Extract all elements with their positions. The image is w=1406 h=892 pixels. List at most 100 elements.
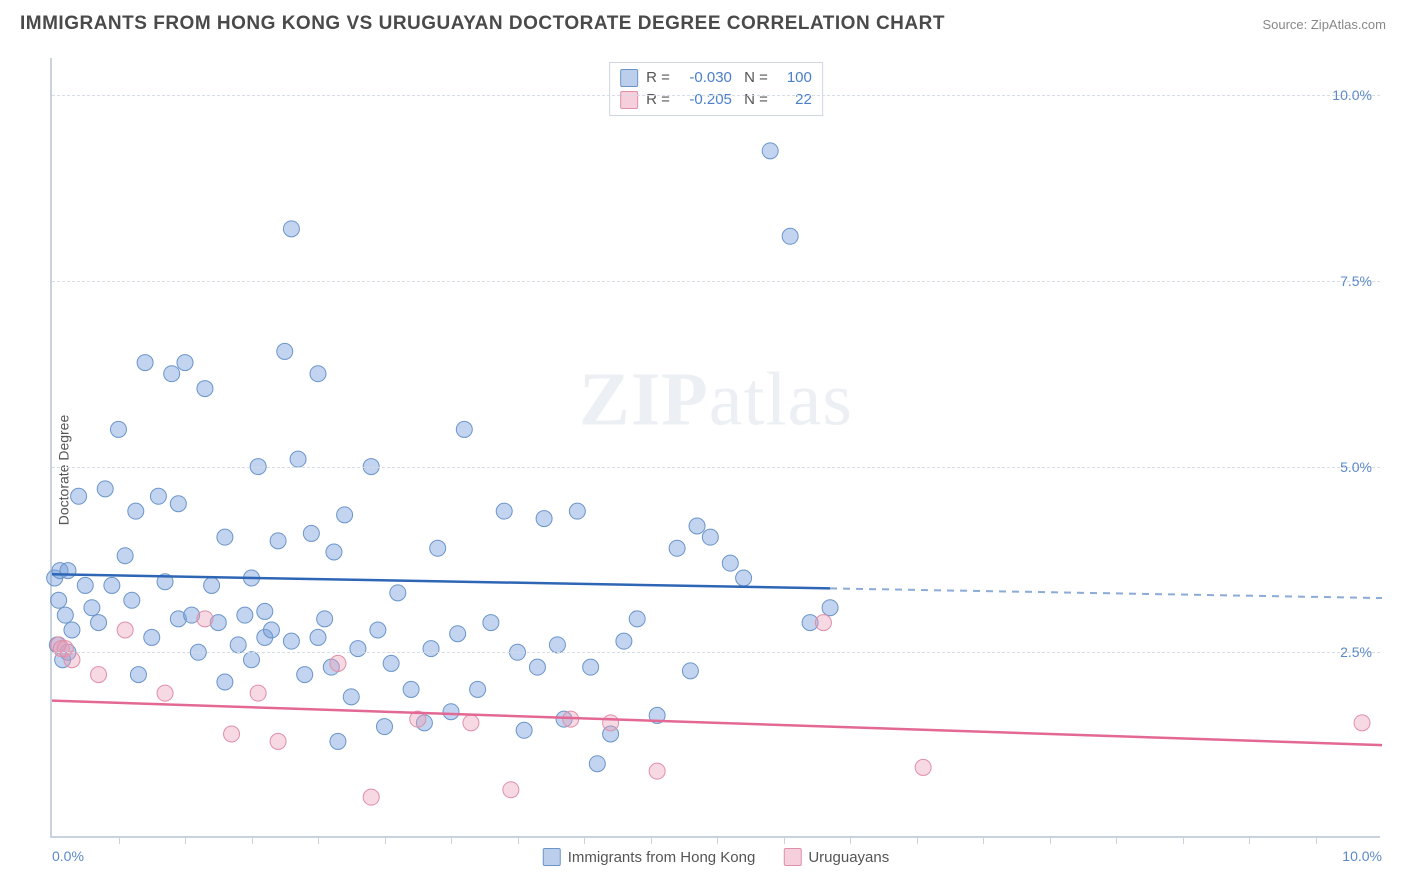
plot-svg <box>52 58 1380 836</box>
swatch-uy <box>620 91 638 109</box>
x-tick <box>119 836 120 844</box>
data-point-hk <box>443 704 459 720</box>
data-point-hk <box>569 503 585 519</box>
data-point-hk <box>71 488 87 504</box>
data-point-hk <box>583 659 599 675</box>
data-point-hk <box>230 637 246 653</box>
chart-title: IMMIGRANTS FROM HONG KONG VS URUGUAYAN D… <box>20 13 945 35</box>
data-point-hk <box>470 681 486 697</box>
data-point-hk <box>77 577 93 593</box>
source-attribution: Source: ZipAtlas.com <box>1262 17 1386 32</box>
data-point-hk <box>377 719 393 735</box>
x-tick <box>252 836 253 844</box>
x-tick <box>318 836 319 844</box>
data-point-hk <box>310 629 326 645</box>
data-point-hk <box>722 555 738 571</box>
data-point-uy <box>603 715 619 731</box>
data-point-uy <box>117 622 133 638</box>
swatch-hk <box>543 848 561 866</box>
data-point-hk <box>689 518 705 534</box>
x-tick <box>185 836 186 844</box>
data-point-uy <box>915 759 931 775</box>
correlation-row-uy: R = -0.205 N = 22 <box>620 89 812 111</box>
swatch-uy <box>783 848 801 866</box>
x-tick-label: 10.0% <box>1342 848 1382 864</box>
data-point-hk <box>337 507 353 523</box>
data-point-hk <box>144 629 160 645</box>
data-point-hk <box>536 511 552 527</box>
data-point-hk <box>682 663 698 679</box>
data-point-hk <box>97 481 113 497</box>
data-point-hk <box>244 652 260 668</box>
data-point-hk <box>326 544 342 560</box>
y-tick-label: 5.0% <box>1340 459 1372 475</box>
data-point-hk <box>616 633 632 649</box>
data-point-hk <box>370 622 386 638</box>
data-point-uy <box>330 655 346 671</box>
data-point-hk <box>822 600 838 616</box>
data-point-hk <box>350 641 366 657</box>
n-value-uy: 22 <box>776 89 812 111</box>
data-point-hk <box>450 626 466 642</box>
data-point-hk <box>164 366 180 382</box>
data-point-hk <box>529 659 545 675</box>
correlation-legend: R = -0.030 N = 100 R = -0.205 N = 22 <box>609 62 823 116</box>
data-point-hk <box>57 607 73 623</box>
data-point-hk <box>84 600 100 616</box>
data-point-hk <box>383 655 399 671</box>
x-tick <box>451 836 452 844</box>
trend-line-hk-extrapolated <box>830 588 1382 598</box>
data-point-hk <box>290 451 306 467</box>
y-tick-label: 10.0% <box>1332 87 1372 103</box>
data-point-uy <box>270 733 286 749</box>
legend-item-uy: Uruguayans <box>783 848 889 866</box>
legend-label-hk: Immigrants from Hong Kong <box>568 849 756 866</box>
legend-item-hk: Immigrants from Hong Kong <box>543 848 756 866</box>
data-point-hk <box>130 667 146 683</box>
x-tick <box>651 836 652 844</box>
x-tick <box>1316 836 1317 844</box>
data-point-hk <box>277 343 293 359</box>
data-point-hk <box>483 615 499 631</box>
data-point-hk <box>283 221 299 237</box>
data-point-uy <box>250 685 266 701</box>
chart-container: Doctorate Degree ZIPatlas R = -0.030 N =… <box>0 48 1406 892</box>
data-point-hk <box>669 540 685 556</box>
data-point-hk <box>496 503 512 519</box>
data-point-hk <box>177 355 193 371</box>
data-point-hk <box>549 637 565 653</box>
legend-label-uy: Uruguayans <box>808 849 889 866</box>
data-point-hk <box>217 674 233 690</box>
data-point-uy <box>64 652 80 668</box>
r-value-hk: -0.030 <box>678 67 732 89</box>
n-label: N = <box>740 89 768 111</box>
x-tick-label: 0.0% <box>52 848 84 864</box>
x-tick <box>917 836 918 844</box>
data-point-hk <box>629 611 645 627</box>
data-point-hk <box>60 563 76 579</box>
data-point-hk <box>91 615 107 631</box>
data-point-hk <box>51 592 67 608</box>
source-link[interactable]: ZipAtlas.com <box>1311 17 1386 32</box>
y-tick-label: 7.5% <box>1340 273 1372 289</box>
x-tick <box>385 836 386 844</box>
r-label: R = <box>646 89 670 111</box>
data-point-hk <box>782 228 798 244</box>
data-point-uy <box>91 667 107 683</box>
data-point-uy <box>815 615 831 631</box>
data-point-hk <box>310 366 326 382</box>
data-point-hk <box>170 496 186 512</box>
data-point-hk <box>317 611 333 627</box>
data-point-hk <box>150 488 166 504</box>
correlation-row-hk: R = -0.030 N = 100 <box>620 67 812 89</box>
data-point-hk <box>390 585 406 601</box>
series-legend: Immigrants from Hong Kong Uruguayans <box>543 848 889 866</box>
data-point-hk <box>104 577 120 593</box>
data-point-hk <box>111 421 127 437</box>
x-tick <box>1116 836 1117 844</box>
gridline <box>52 652 1380 653</box>
data-point-hk <box>197 381 213 397</box>
data-point-hk <box>237 607 253 623</box>
data-point-hk <box>430 540 446 556</box>
x-tick <box>1050 836 1051 844</box>
